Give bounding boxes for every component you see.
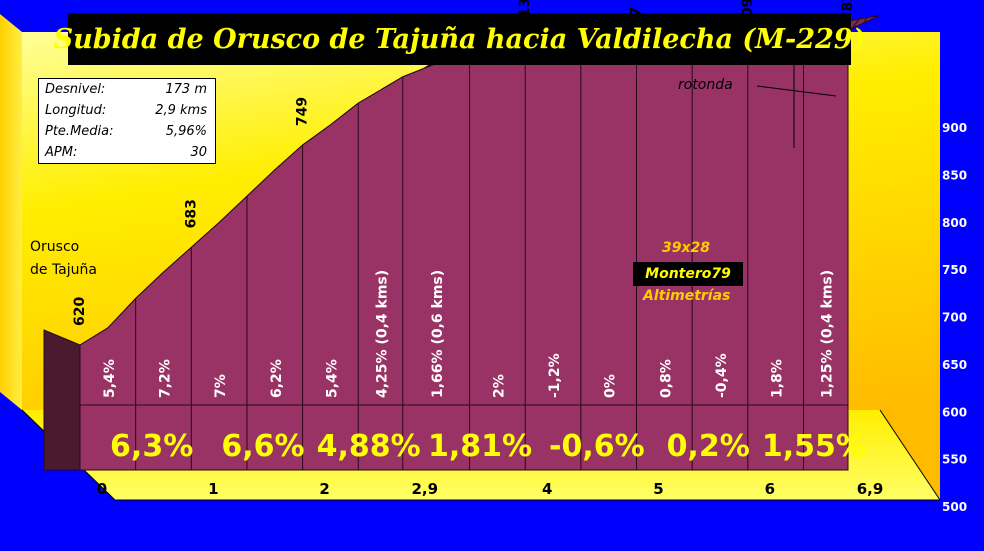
y-tick-label: 850 [942,168,967,182]
segment-grade-label: 4,25% (0,4 kms) [375,270,391,398]
point-label: 683 [183,199,199,228]
segment-grade-label: 1,66% (0,6 kms) [430,270,446,398]
start-place-line1: Orusco [30,239,79,255]
segment-grade-label: -0,4% [714,353,730,398]
stats-table: Desnivel: 173 m Longitud: 2,9 kms Pte.Medi… [38,78,216,164]
stat-value: 173 m [165,82,207,97]
stat-label: Desnivel: [45,82,106,97]
credit-line3: Altimetrías [643,288,731,304]
segment-dividers [135,38,804,470]
km-grade-label: 0,2% [667,429,750,464]
segment-grade-label: 5,4% [324,359,340,398]
start-place-line2: de Tajuña [30,262,97,278]
x-tick-label: 4 [542,480,552,498]
y-tick-label: 900 [942,121,967,135]
segment-grade-label: -1,2% [547,353,563,398]
segment-grade-label: 2% [491,374,507,398]
y-axis: 500 550 600 650 700 750 800 850 900 [942,121,967,514]
stats-row: Pte.Media: 5,96% [39,121,215,142]
profile-group [43,14,881,471]
x-tick-label: 6 [765,480,775,498]
y-tick-label: 600 [942,405,967,419]
side-wall [0,14,22,410]
segment-grade-label: 1,8% [770,359,786,398]
segment-grade-label: 6,2% [269,359,285,398]
x-tick-label: 0 [97,480,107,498]
x-axis: 0 1 2 2,9 4 5 6 6,9 [97,480,884,498]
y-tick-label: 500 [942,500,967,514]
stat-value: 2,9 kms [155,103,207,118]
segment-grade-label: 0,8% [658,359,674,398]
credit-line1: 39x28 [662,240,710,256]
stat-value: 5,96% [165,124,207,139]
segment-grade-label: 7,2% [157,359,173,398]
point-label: 823 [840,0,856,11]
y-tick-label: 750 [942,263,967,277]
km-grade-label: 4,88% [317,429,421,464]
km-band [79,404,849,471]
segment-grade-label: 5,4% [102,359,118,398]
km-grade-labels: 6,3% 6,6% 4,88% 1,81% -0,6% 0,2% 1,55% [110,429,866,464]
x-tick-label: 5 [653,480,663,498]
km-grade-label: 1,55% [762,429,866,464]
stat-label: Longitud: [45,103,107,118]
stats-row: APM: 30 [39,142,215,163]
profile-end-face [43,329,81,471]
segment-grade-label: 1,25% (0,4 kms) [820,270,836,398]
x-tick-label: 2 [319,480,329,498]
km-grade-label: -0,6% [549,429,645,464]
x-tick-label: 1 [208,480,218,498]
y-tick-label: 700 [942,311,967,325]
roundabout-label: rotonda [678,77,733,93]
roundabout-pointer [756,85,837,97]
stat-value: 30 [190,145,207,160]
segment-grade-label: 7% [213,374,229,398]
credit-author: Montero79 [633,262,743,286]
stats-row: Longitud: 2,9 kms [39,100,215,121]
segment-grade-labels: 5,4% 7,2% 7% 6,2% 5,4% 4,25% (0,4 kms) 1,66% (… [102,270,836,398]
x-tick-label: 6,9 [857,480,884,498]
km-grade-label: 6,3% [110,429,193,464]
y-tick-label: 650 [942,358,967,372]
y-tick-label: 550 [942,453,967,467]
stats-row: Desnivel: 173 m [39,79,215,100]
point-label: 749 [295,97,311,126]
segment-grade-label: 0% [603,374,619,398]
title-box: Subida de Orusco de Tajuña hacia Valdile… [54,13,865,65]
x-tick-label: 2,9 [411,480,438,498]
km-grade-label: 1,81% [428,429,532,464]
y-tick-label: 800 [942,216,967,230]
point-label: 620 [72,297,88,326]
km-grade-label: 6,6% [221,429,304,464]
stat-label: APM: [45,145,78,160]
chart-title: Subida de Orusco de Tajuña hacia Valdile… [53,23,866,55]
stat-label: Pte.Media: [45,124,114,139]
